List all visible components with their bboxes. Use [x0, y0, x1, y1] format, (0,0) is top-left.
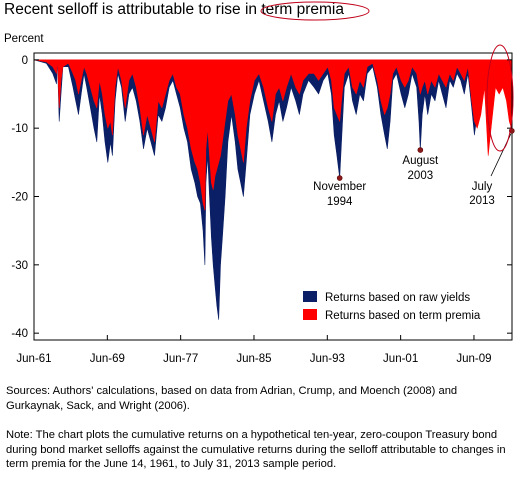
- y-tick-label: -40: [11, 328, 28, 340]
- legend-label-term-premia: Returns based on term premia: [325, 310, 481, 322]
- chart-title: Recent selloff is attributable to rise i…: [4, 1, 345, 18]
- highlight-ellipses: [260, 1, 514, 152]
- sources-text: Sources: Authors' calculations, based on…: [6, 385, 458, 412]
- marker-august-2003: [417, 147, 424, 153]
- annotation-label-august-2003: August: [402, 155, 439, 167]
- annotation-label-july-2013: 2013: [469, 195, 495, 207]
- annotation-label-november-1994: November: [313, 181, 366, 193]
- chart-areas: [33, 59, 513, 320]
- x-tick-label: Jun-93: [310, 353, 345, 365]
- x-tick-label: Jun-61: [16, 353, 51, 365]
- chart-svg: 0 -10 -20 -30 -40 Jun-61 Jun-69 Jun-77 Jun-85 Jun…: [11, 1, 515, 365]
- x-tick-label: Jun-85: [236, 353, 271, 365]
- series-area-term-premia: [33, 59, 513, 211]
- y-tick-label: -10: [11, 123, 28, 135]
- x-tick-label: Jun-01: [383, 353, 418, 365]
- annotations: November 1994 August 2003 July 2013: [313, 128, 515, 208]
- marker-november-1994: [336, 175, 343, 181]
- title-highlight-ellipse: [260, 1, 370, 21]
- x-tick-label: Jun-77: [163, 353, 198, 365]
- y-tick-label: -30: [11, 260, 28, 272]
- legend: Returns based on raw yields Returns based…: [303, 291, 481, 322]
- annotation-label-november-1994: 1994: [327, 196, 353, 208]
- note-text: Note: The chart plots the cumulative ret…: [6, 429, 506, 470]
- y-tick-label: -20: [11, 192, 28, 204]
- recent-selloff-highlight-ellipse: [486, 44, 514, 152]
- axis-ticks: 0 -10 -20 -30 -40 Jun-61 Jun-69 Jun-77 Jun-85 Jun…: [11, 55, 512, 365]
- annotation-label-august-2003: 2003: [408, 170, 434, 182]
- x-tick-label: Jun-09: [456, 353, 491, 365]
- x-tick-label: Jun-69: [90, 353, 125, 365]
- legend-swatch-term-premia: [303, 309, 317, 320]
- legend-swatch-raw-yields: [303, 291, 317, 302]
- y-axis-unit-label: Percent: [4, 33, 44, 45]
- y-tick-label: 0: [22, 55, 28, 67]
- annotation-label-july-2013: July: [472, 181, 493, 193]
- legend-label-raw-yields: Returns based on raw yields: [325, 292, 470, 304]
